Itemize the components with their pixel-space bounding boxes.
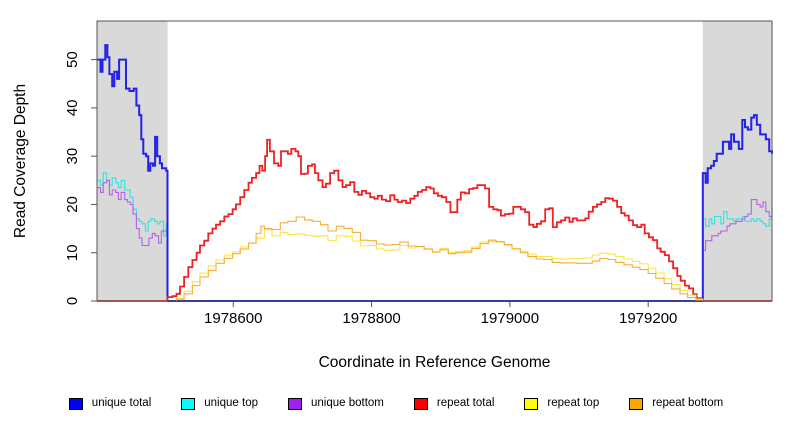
legend-item-repeat-total: repeat total: [413, 397, 495, 410]
x-tick-label: 1979200: [619, 310, 677, 327]
series-path-unique-bottom: [97, 179, 773, 302]
y-tick-label: 0: [64, 297, 81, 305]
series-path-repeat-total: [97, 138, 772, 302]
legend-label: repeat bottom: [652, 397, 724, 410]
series-path-unique-total: [97, 44, 773, 302]
y-tick-label: 50: [64, 51, 81, 68]
legend-item-unique-top: unique top: [181, 398, 258, 410]
plot-box: [96, 20, 773, 302]
legend-item-unique-bottom: unique bottom: [287, 397, 384, 410]
repeat-bottom-swatch: [629, 398, 644, 410]
legend-label: unique total: [91, 397, 152, 410]
legend-item-repeat-top: repeat top: [524, 398, 599, 410]
repeat-top-swatch: [524, 398, 539, 410]
y-axis-label: Read Coverage Depth: [12, 84, 29, 238]
shaded-region-left: [97, 21, 168, 301]
x-tick-label: 1978600: [204, 310, 262, 327]
chart-legend: unique total unique top unique bottom re…: [0, 398, 792, 410]
unique-bottom-swatch: [287, 398, 302, 410]
x-axis-label: Coordinate in Reference Genome: [319, 354, 551, 371]
unique-top-swatch: [181, 398, 196, 410]
x-tick-label: 1978800: [342, 310, 400, 327]
series-path-repeat-bottom: [97, 216, 772, 302]
legend-label: repeat total: [436, 397, 495, 410]
y-tick-label: 30: [64, 148, 81, 165]
y-tick-label: 20: [64, 196, 81, 213]
y-tick-label: 40: [64, 100, 81, 117]
legend-label: unique bottom: [310, 397, 384, 410]
unique-total-swatch: [68, 398, 83, 410]
y-tick-label: 10: [64, 244, 81, 261]
legend-item-unique-total: unique total: [68, 397, 152, 410]
x-tick-label: 1979000: [481, 310, 539, 327]
legend-label: unique top: [204, 397, 258, 410]
repeat-total-swatch: [413, 398, 428, 410]
legend-label: repeat top: [547, 397, 600, 410]
series-path-repeat-top: [97, 229, 772, 302]
coverage-chart: 1978600 1978800 1979000 1979200 0 10 20 30 40 50 C…: [12, 20, 773, 371]
legend-item-repeat-bottom: repeat bottom: [629, 398, 723, 410]
